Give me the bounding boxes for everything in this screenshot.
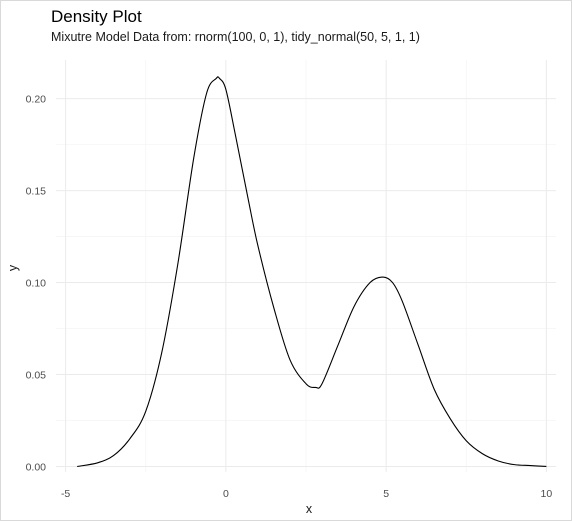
y-tick-label: 0.20: [26, 94, 47, 106]
x-axis-ticks: -5 0 5 10: [61, 488, 552, 500]
x-tick-label: 0: [223, 488, 229, 500]
x-tick-label: -5: [61, 488, 70, 500]
y-tick-label: 0.15: [26, 186, 47, 198]
y-axis-ticks: 0.00 0.05 0.10 0.15 0.20: [26, 94, 47, 474]
chart-title: Density Plot: [51, 7, 142, 26]
y-tick-label: 0.00: [26, 461, 47, 473]
chart-subtitle: Mixutre Model Data from: rnorm(100, 0, 1…: [51, 30, 420, 44]
y-axis-title: y: [6, 264, 20, 271]
y-tick-label: 0.05: [26, 370, 47, 382]
grid-lines: [56, 60, 556, 472]
series-layer: [77, 76, 547, 468]
x-tick-label: 5: [383, 488, 389, 500]
x-tick-label: 10: [541, 488, 553, 500]
density-curve: [77, 76, 547, 468]
y-tick-label: 0.10: [26, 278, 47, 290]
x-axis-title: x: [306, 502, 313, 516]
